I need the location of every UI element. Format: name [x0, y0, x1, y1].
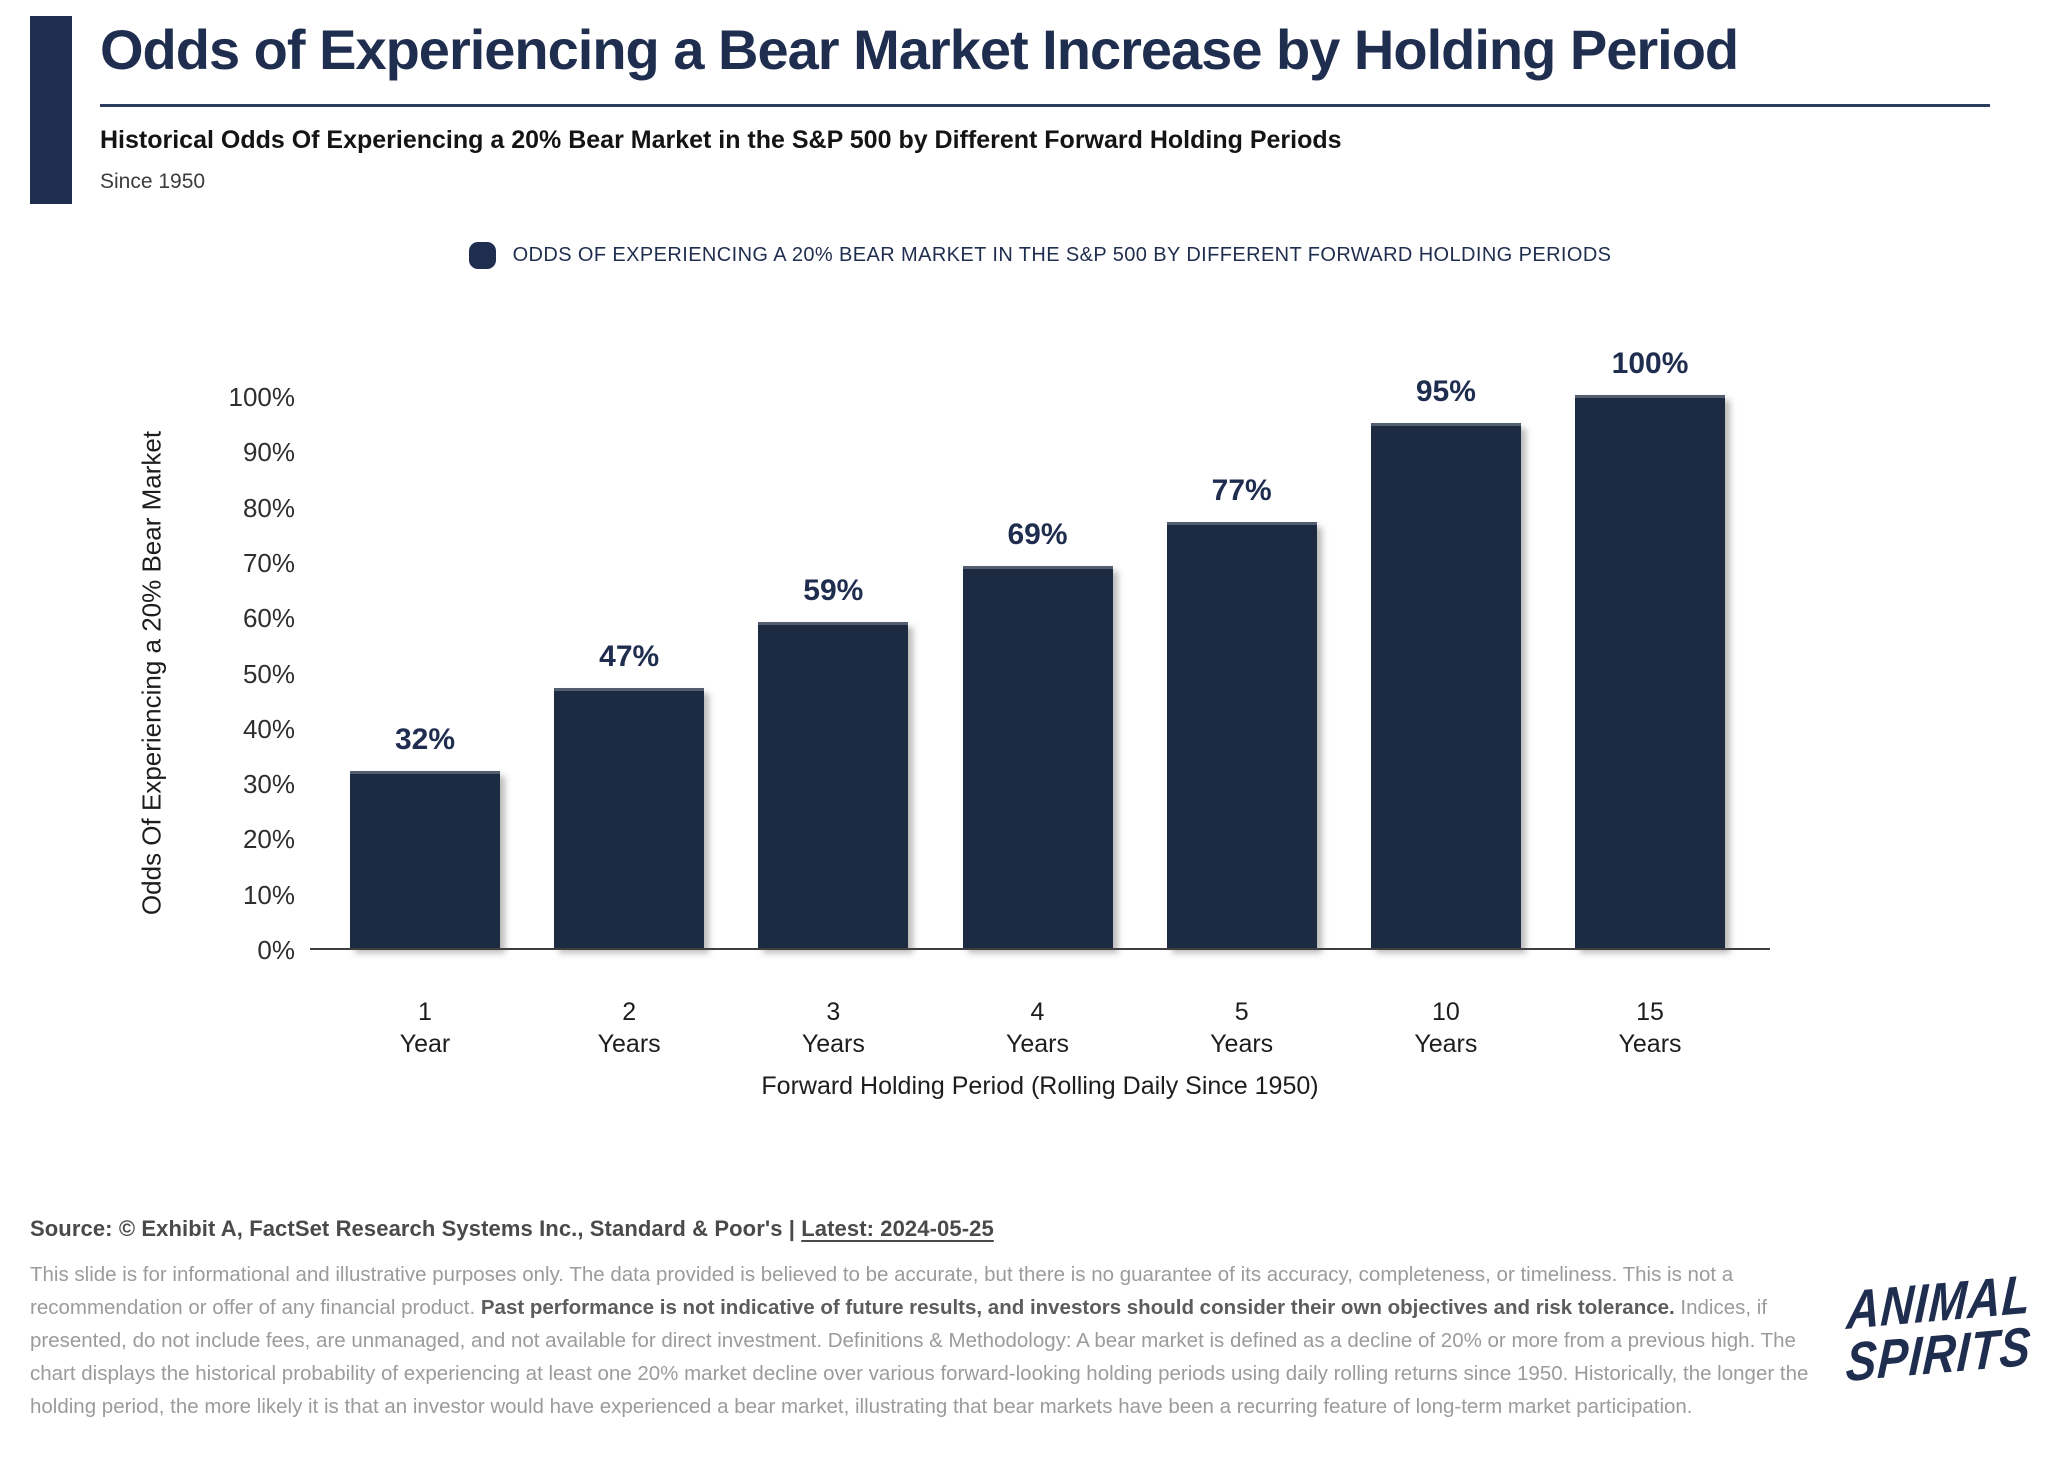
x-tick-label: 1 Year — [399, 998, 451, 1058]
bar-1-year — [350, 771, 500, 948]
disclaimer: This slide is for informational and illu… — [30, 1258, 1820, 1423]
bar-group: 77% — [1166, 395, 1317, 948]
bar-group: 47% — [554, 395, 705, 948]
since-label: Since 1950 — [100, 170, 206, 193]
title-accent-bar — [30, 16, 72, 204]
subtitle: Historical Odds Of Experiencing a 20% Be… — [100, 126, 1342, 154]
y-tick-label: 70% — [242, 547, 295, 578]
source-line: Source: © Exhibit A, FactSet Research Sy… — [30, 1216, 994, 1242]
x-axis-title: Forward Holding Period (Rolling Daily Si… — [761, 1072, 1319, 1100]
y-tick-label: 100% — [228, 382, 296, 412]
legend-label: ODDS OF EXPERIENCING A 20% BEAR MARKET I… — [512, 244, 1612, 266]
bar-group: 59% — [758, 395, 909, 948]
bar-value-label: 32% — [394, 723, 456, 757]
bar-group: 95% — [1370, 375, 1521, 948]
bar-group: 69% — [962, 395, 1113, 948]
x-axis-ticks: 1 Year 2 Years 3 Years 4 Years 5 Years 10 Years 15 Ye… — [310, 996, 1770, 1066]
bar-value-label: 59% — [803, 573, 864, 607]
bar-3-years — [758, 621, 909, 948]
bar-value-label: 100% — [1611, 347, 1689, 380]
x-tick-label: 3 Years — [801, 998, 865, 1058]
page-title: Odds of Experiencing a Bear Market Incre… — [100, 18, 1739, 81]
bar-value-label: 77% — [1211, 474, 1272, 508]
bar-10-years — [1370, 422, 1521, 948]
y-tick-label: 60% — [242, 603, 295, 634]
legend-marker-icon — [468, 242, 496, 269]
disclaimer-text-2: Indices, if presented, do not include fe… — [30, 1296, 1809, 1418]
y-tick-label: 10% — [242, 879, 295, 910]
logo-line-2: SPIRITS — [1844, 1314, 2033, 1393]
disclaimer-text-1: This slide is for informational and illu… — [30, 1263, 1734, 1319]
y-tick-label: 30% — [242, 769, 295, 800]
y-tick-label: 50% — [242, 658, 295, 689]
plot-area: 32% 47% 59% 69% 77% 95% 100% — [310, 347, 1770, 950]
y-tick-label: 0% — [257, 935, 295, 965]
bar-value-label: 69% — [1007, 518, 1068, 552]
x-tick-label: 4 Years — [1005, 998, 1069, 1058]
y-tick-label: 90% — [242, 437, 295, 468]
title-divider — [100, 104, 1990, 107]
x-tick-label: 15 Years — [1618, 998, 1682, 1058]
y-tick-label: 40% — [242, 713, 295, 744]
x-tick-label: 10 Years — [1414, 998, 1478, 1058]
bar-2-years — [554, 688, 705, 948]
x-tick-label: 2 Years — [597, 998, 661, 1058]
disclaimer-bold: Past performance is not indicative of fu… — [480, 1296, 1675, 1319]
bar-group: 32% — [350, 395, 500, 948]
animal-spirits-logo: ANIMAL SPIRITS — [1843, 1263, 2048, 1393]
y-tick-label: 80% — [242, 492, 295, 523]
bar-15-years — [1575, 395, 1726, 948]
x-tick-label: 5 Years — [1210, 998, 1274, 1058]
bar-4-years — [962, 566, 1113, 948]
bar-value-label: 95% — [1415, 374, 1476, 408]
source-text: Source: © Exhibit A, FactSet Research Sy… — [30, 1216, 802, 1241]
latest-date-link[interactable]: Latest: 2024-05-25 — [801, 1216, 994, 1241]
bar-value-label: 47% — [599, 640, 660, 674]
bar-5-years — [1166, 522, 1317, 948]
y-axis-ticks: 0% 10% 20% 30% 40% 50% 60% 70% 80% 90% 100% — [140, 382, 296, 965]
bar-group: 100% — [1575, 347, 1726, 948]
legend: ODDS OF EXPERIENCING A 20% BEAR MARKET I… — [310, 242, 1770, 269]
y-tick-label: 20% — [242, 824, 295, 855]
